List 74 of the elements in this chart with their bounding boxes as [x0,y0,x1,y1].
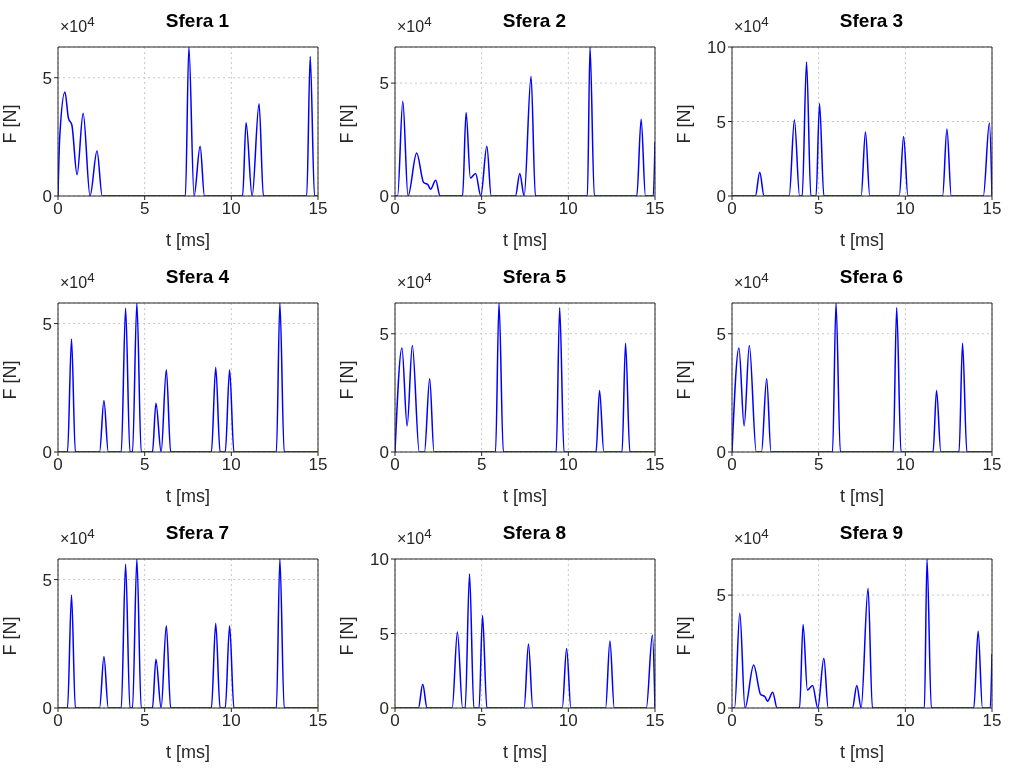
x-tick-label: 15 [308,711,328,731]
x-tick-label: 15 [308,455,328,475]
chart-title: Sfera 1 [165,10,230,31]
x-tick-label: 10 [558,455,578,475]
y-tick-label: 5 [716,112,726,132]
x-tick-label: 10 [895,711,915,731]
x-tick-label: 15 [645,199,665,219]
text: ×10$^{4}$ [397,526,432,549]
x-tick-label: 5 [476,711,487,731]
text: ×10$^{4}$ [734,270,769,293]
text: ×10$^{4}$ [60,14,95,37]
chart-title: Sfera 2 [502,10,567,31]
x-tick-label: 5 [813,199,824,219]
x-axis-title: t [ms] [840,742,884,762]
y-axis-title: F [N] [674,360,695,400]
x-tick-label: 5 [813,711,824,731]
x-tick-label: 10 [895,455,915,475]
x-tick-label: 15 [982,711,1002,731]
chart-title: Sfera 9 [839,522,904,543]
text: ×10$^{4}$ [397,270,432,293]
y-tick-label: 5 [379,324,389,344]
chart-title: Sfera 3 [839,10,904,31]
chart-title: Sfera 8 [502,522,567,543]
x-tick-label: 15 [645,711,665,731]
y-tick-label: 10 [370,550,389,570]
y-axis-title: F [N] [0,104,21,144]
x-axis-title: t [ms] [166,230,210,250]
x-axis-title: t [ms] [503,486,547,506]
x-tick-label: 10 [895,199,915,219]
y-axis-title: F [N] [0,360,21,400]
text: ×10$^{4}$ [734,526,769,549]
text: ×10$^{4}$ [60,270,95,293]
chart-title: Sfera 7 [165,522,230,543]
x-tick-label: 10 [221,199,241,219]
x-tick-label: 5 [139,455,150,475]
y-tick-label: 5 [42,68,52,88]
y-axis-title: F [N] [337,104,358,144]
text: ×10$^{4}$ [60,526,95,549]
x-axis-title: t [ms] [166,742,210,762]
y-tick-label: 5 [42,570,52,590]
y-tick-label: 10 [707,38,726,58]
y-tick-label: 5 [716,586,726,606]
y-tick-label: 5 [379,74,389,94]
x-tick-label: 5 [139,199,150,219]
y-tick-label: 5 [42,314,52,334]
y-axis-title: F [N] [0,616,21,656]
y-tick-label: 5 [716,324,726,344]
x-tick-label: 15 [308,199,328,219]
x-tick-label: 15 [982,455,1002,475]
x-tick-label: 5 [813,455,824,475]
y-tick-label: 5 [379,624,389,644]
chart-title: Sfera 4 [165,266,230,287]
y-axis-title: F [N] [337,616,358,656]
x-tick-label: 5 [139,711,150,731]
x-tick-label: 10 [558,199,578,219]
x-tick-label: 5 [476,199,487,219]
y-axis-title: F [N] [674,616,695,656]
x-axis-title: t [ms] [166,486,210,506]
x-tick-label: 15 [645,455,665,475]
x-tick-label: 10 [221,455,241,475]
x-tick-label: 10 [558,711,578,731]
x-axis-title: t [ms] [503,742,547,762]
text: ×10$^{4}$ [397,14,432,37]
text: ×10$^{4}$ [734,14,769,37]
x-tick-label: 15 [982,199,1002,219]
x-tick-label: 10 [221,711,241,731]
chart-title: Sfera 5 [502,266,567,287]
y-axis-title: F [N] [337,360,358,400]
x-axis-title: t [ms] [840,230,884,250]
x-axis-title: t [ms] [840,486,884,506]
y-axis-title: F [N] [674,104,695,144]
x-tick-label: 5 [476,455,487,475]
x-axis-title: t [ms] [503,230,547,250]
chart-title: Sfera 6 [839,266,904,287]
